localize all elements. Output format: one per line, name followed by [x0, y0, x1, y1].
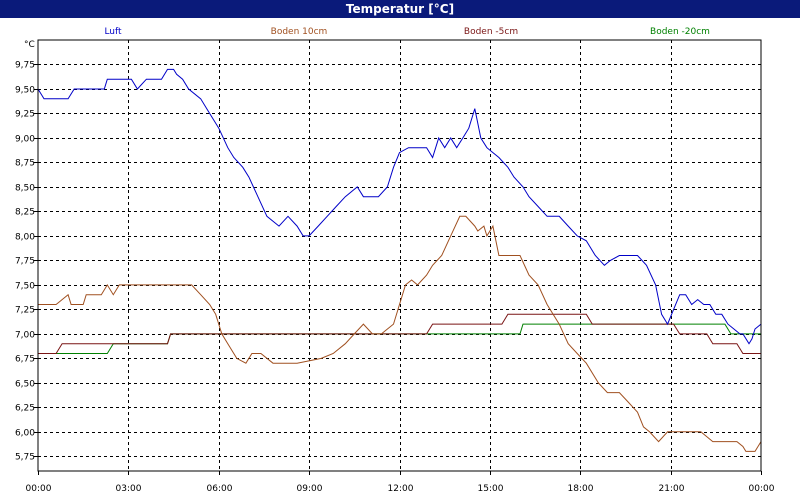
legend-item-2: Boden -5cm: [464, 27, 518, 37]
y-tick-label: 9,25: [15, 110, 35, 120]
plot-background: [38, 40, 761, 471]
chart-title-bar: Temperatur [°C]: [0, 0, 800, 18]
y-tick-label: 8,25: [15, 208, 35, 218]
y-axis-ticks: 9,75 9,50 9,25 9,00 8,75 8,50 8,25 8,00 7,75 7,50…: [15, 61, 38, 463]
y-tick-label: 8,00: [15, 233, 35, 243]
y-tick-label: 6,50: [15, 380, 35, 390]
y-tick-label: 9,75: [15, 61, 35, 71]
x-tick-time: 00:00: [749, 484, 775, 494]
plot-frame: [37, 39, 762, 472]
y-tick-label: 6,75: [15, 355, 35, 365]
x-tick-time: 03:00: [116, 484, 142, 494]
x-tick-time: 18:00: [568, 484, 594, 494]
y-tick-label: 7,00: [15, 331, 35, 341]
y-tick-label: 6,25: [15, 404, 35, 414]
y-tick-label: 5,75: [15, 453, 35, 463]
y-tick-label: 6,00: [15, 429, 35, 439]
series-line-2: [38, 313, 761, 354]
temperature-line-chart: °C 9,75 9,50 9,25 9,00 8,75 8,50 8,25 8,00 7,75 7…: [15, 27, 775, 494]
legend-item-3: Boden -20cm: [650, 27, 710, 37]
data-series: [37, 68, 762, 452]
y-tick-label: 9,00: [15, 135, 35, 145]
x-tick-time: 09:00: [297, 484, 323, 494]
legend-item-1: Boden 10cm: [271, 27, 328, 37]
series-line-1: [38, 215, 762, 452]
legend-item-0: Luft: [104, 27, 122, 37]
x-tick-time: 06:00: [207, 484, 233, 494]
y-unit-label: °C: [24, 40, 35, 50]
grid-lines: [38, 40, 761, 471]
x-tick-time: 00:00: [26, 484, 52, 494]
x-axis-ticks: 00:0025.12.1903:0025.12.1906:0025.12.190…: [26, 471, 775, 494]
y-tick-label: 7,75: [15, 257, 35, 267]
legend: Luft Boden 10cm Boden -5cm Boden -20cm: [104, 27, 710, 37]
x-tick-time: 12:00: [388, 484, 414, 494]
series-line-0: [37, 68, 762, 345]
y-tick-label: 7,50: [15, 282, 35, 292]
chart-title: Temperatur [°C]: [345, 2, 455, 16]
y-tick-label: 7,25: [15, 306, 35, 316]
x-tick-time: 21:00: [659, 484, 685, 494]
y-tick-label: 8,50: [15, 184, 35, 194]
y-tick-label: 8,75: [15, 159, 35, 169]
y-tick-label: 9,50: [15, 86, 35, 96]
x-tick-time: 15:00: [478, 484, 504, 494]
